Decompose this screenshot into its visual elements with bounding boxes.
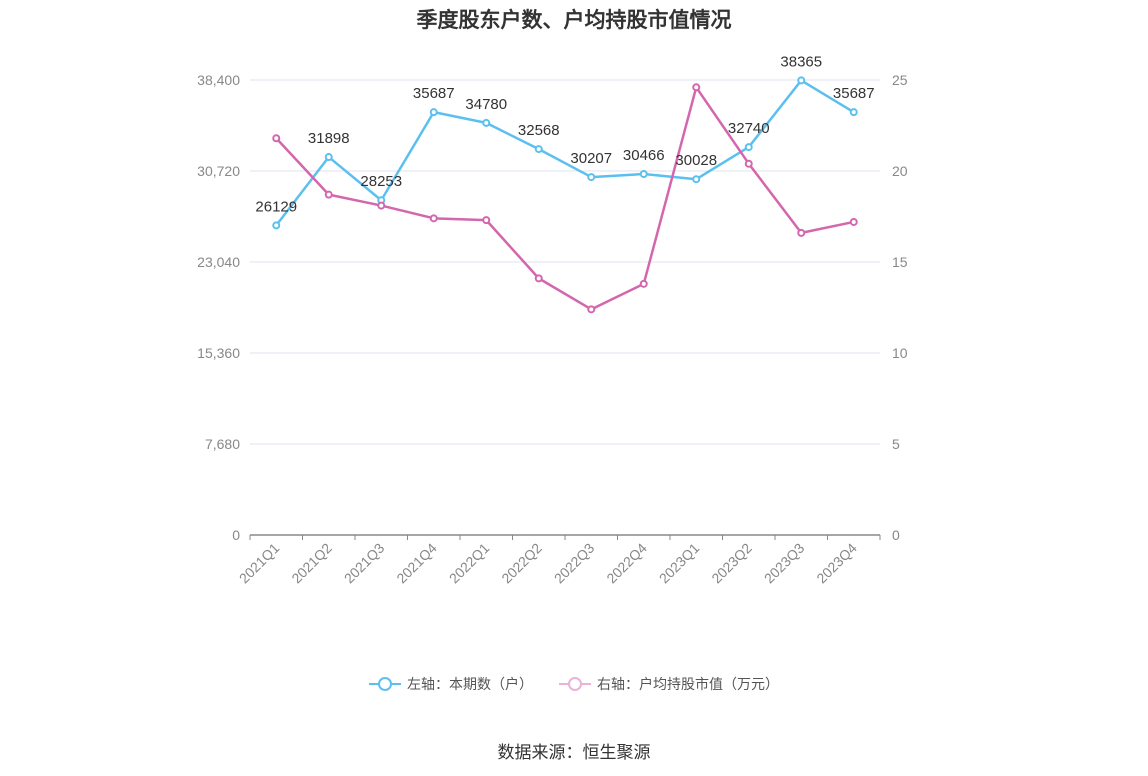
data-label: 35687 <box>833 85 875 102</box>
left-series-point <box>534 145 543 154</box>
data-label: 30028 <box>675 152 717 169</box>
legend-swatch-right-icon <box>559 676 591 692</box>
x-tick-label: 2022Q3 <box>551 540 598 587</box>
data-label: 32568 <box>518 122 560 139</box>
x-tick-label: 2022Q4 <box>603 540 650 587</box>
left-series-point <box>429 108 438 117</box>
x-tick-label: 2023Q2 <box>708 540 755 587</box>
data-label: 32740 <box>728 120 770 137</box>
left-y-tick-label: 23,040 <box>197 254 240 270</box>
data-label: 30466 <box>623 147 665 164</box>
right-series-line <box>275 86 855 311</box>
x-tick-label: 2021Q2 <box>288 540 335 587</box>
x-tick-label: 2021Q4 <box>393 540 440 587</box>
legend-label-right: 右轴：户均持股市值（万元） <box>597 677 779 693</box>
left-series-point <box>744 143 753 152</box>
right-y-tick-label: 25 <box>892 72 908 88</box>
grid-lines <box>250 79 880 445</box>
left-series-point <box>692 175 701 184</box>
right-y-tick-label: 10 <box>892 345 908 361</box>
right-series-point <box>272 134 281 143</box>
right-series-point <box>324 190 333 199</box>
right-series-point <box>744 159 753 168</box>
right-series-point <box>429 214 438 223</box>
data-source: 数据来源：恒生聚源 <box>497 743 651 763</box>
data-label: 30207 <box>570 150 612 167</box>
data-label: 31898 <box>308 130 350 147</box>
right-y-tick-label: 0 <box>892 527 900 543</box>
data-label: 26129 <box>255 198 297 215</box>
x-tick-label: 2023Q1 <box>656 540 703 587</box>
left-series-point <box>639 170 648 179</box>
legend-label-left: 左轴：本期数（户） <box>407 677 533 693</box>
x-tick-label: 2023Q3 <box>761 540 808 587</box>
chart-title: 季度股东户数、户均持股市值情况 <box>416 8 732 32</box>
left-series-point <box>849 108 858 117</box>
left-y-tick-label: 7,680 <box>205 436 240 452</box>
data-label: 38365 <box>780 53 822 70</box>
left-y-tick-label: 38,400 <box>197 72 240 88</box>
axes: 0 0 7,680 5 15,360 10 23,040 15 30,720 20 38,400 25… <box>197 72 908 586</box>
legend-item-left-series[interactable]: 左轴：本期数（户） <box>369 674 533 694</box>
right-series-point <box>692 83 701 92</box>
legend-item-right-series[interactable]: 右轴：户均持股市值（万元） <box>559 674 779 694</box>
left-series-point <box>797 76 806 85</box>
data-label: 28253 <box>360 173 402 190</box>
data-labels: 26129 31898 28253 35687 34780 32568 30207 30466… <box>255 53 874 215</box>
x-tick-label: 2021Q3 <box>341 540 388 587</box>
left-series-point <box>324 153 333 162</box>
right-series-point <box>849 217 858 226</box>
data-label: 35687 <box>413 85 455 102</box>
left-series-line <box>275 79 855 227</box>
x-tick-label: 2023Q4 <box>813 540 860 587</box>
x-tick-label: 2021Q1 <box>236 540 283 587</box>
series-lines <box>272 76 858 314</box>
x-tick-label: 2022Q1 <box>446 540 493 587</box>
left-y-tick-label: 30,720 <box>197 163 240 179</box>
data-label: 34780 <box>465 96 507 113</box>
left-series-point <box>482 118 491 127</box>
right-series-point <box>797 228 806 237</box>
legend: 左轴：本期数（户） 右轴：户均持股市值（万元） <box>0 674 1148 694</box>
x-tick-label: 2022Q2 <box>498 540 545 587</box>
right-series-point <box>377 201 386 210</box>
right-y-tick-label: 5 <box>892 436 900 452</box>
right-y-tick-label: 20 <box>892 163 908 179</box>
legend-swatch-left-icon <box>369 676 401 692</box>
left-y-tick-label: 0 <box>232 527 240 543</box>
right-series-point <box>534 274 543 283</box>
left-series-point <box>272 221 281 230</box>
right-y-tick-label: 15 <box>892 254 908 270</box>
left-series-point <box>587 173 596 182</box>
left-y-tick-label: 15,360 <box>197 345 240 361</box>
right-series-point <box>482 216 491 225</box>
right-series-point <box>587 305 596 314</box>
right-series-point <box>639 279 648 288</box>
